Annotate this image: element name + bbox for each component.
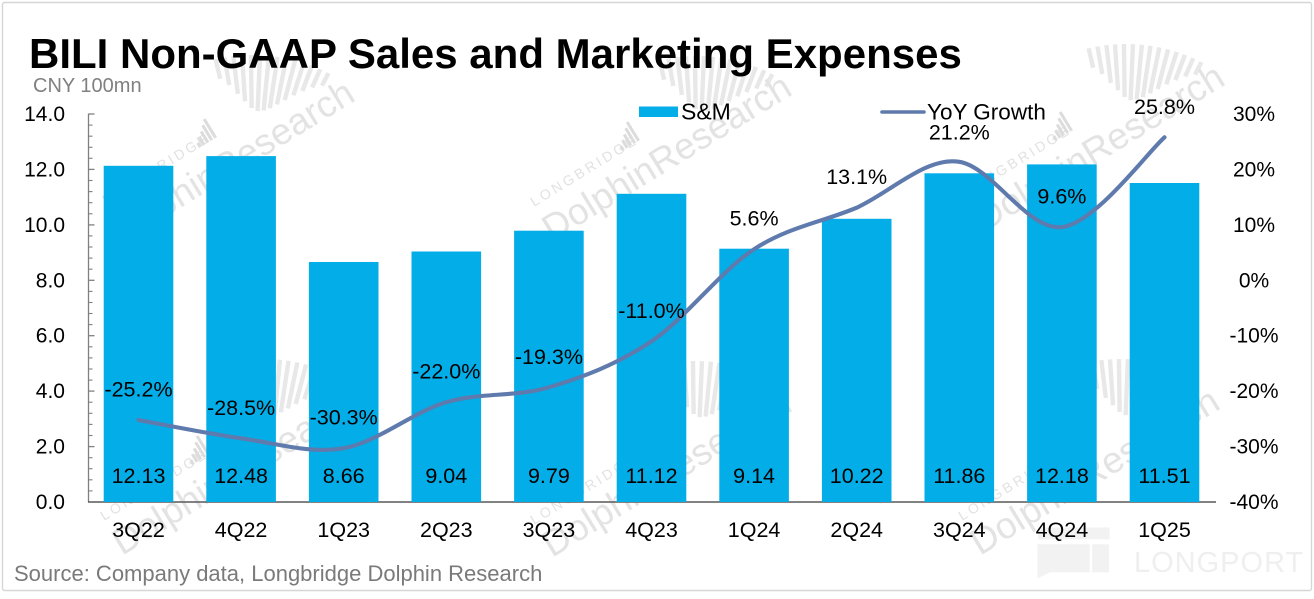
svg-text:3Q24: 3Q24 <box>933 518 986 542</box>
svg-text:-11.0%: -11.0% <box>618 299 685 323</box>
svg-text:30%: 30% <box>1233 103 1275 126</box>
svg-text:11.12: 11.12 <box>625 464 677 488</box>
svg-text:10.0: 10.0 <box>24 214 65 237</box>
svg-text:9.14: 9.14 <box>733 464 775 488</box>
svg-text:13.1%: 13.1% <box>826 165 887 189</box>
svg-text:12.48: 12.48 <box>214 464 268 488</box>
svg-text:4Q24: 4Q24 <box>1036 518 1089 542</box>
svg-text:10.22: 10.22 <box>830 464 884 488</box>
svg-text:-22.0%: -22.0% <box>412 360 480 384</box>
svg-text:CNY 100mn: CNY 100mn <box>33 75 142 97</box>
svg-text:9.79: 9.79 <box>528 464 570 488</box>
svg-text:9.04: 9.04 <box>425 464 467 488</box>
svg-text:0%: 0% <box>1239 269 1269 292</box>
svg-text:S&M: S&M <box>681 99 731 125</box>
svg-text:-28.5%: -28.5% <box>207 396 275 420</box>
svg-text:-30.3%: -30.3% <box>310 406 378 430</box>
svg-text:2Q23: 2Q23 <box>420 518 473 542</box>
svg-text:YoY Growth: YoY Growth <box>927 100 1046 125</box>
svg-text:12.18: 12.18 <box>1035 464 1089 488</box>
svg-text:-30%: -30% <box>1229 436 1278 459</box>
svg-text:0.0: 0.0 <box>36 491 65 514</box>
svg-text:4Q22: 4Q22 <box>215 518 268 542</box>
svg-text:21.2%: 21.2% <box>929 120 990 144</box>
svg-text:2.0: 2.0 <box>36 436 65 459</box>
svg-text:5.6%: 5.6% <box>730 207 779 231</box>
svg-text:LONGPORT: LONGPORT <box>1134 547 1304 579</box>
svg-text:3Q23: 3Q23 <box>523 518 576 542</box>
svg-text:1Q24: 1Q24 <box>728 518 781 542</box>
svg-text:Source: Company data, Longbrid: Source: Company data, Longbridge Dolphin… <box>14 561 542 586</box>
svg-text:25.8%: 25.8% <box>1134 95 1195 119</box>
svg-text:12.0: 12.0 <box>24 158 65 181</box>
svg-text:9.6%: 9.6% <box>1037 185 1086 209</box>
svg-text:-25.2%: -25.2% <box>104 378 172 402</box>
svg-text:11.86: 11.86 <box>933 464 985 488</box>
svg-text:8.66: 8.66 <box>323 464 365 488</box>
svg-text:2Q24: 2Q24 <box>830 518 883 542</box>
svg-text:14.0: 14.0 <box>24 103 65 126</box>
svg-text:12.13: 12.13 <box>112 464 166 488</box>
svg-text:1Q23: 1Q23 <box>317 518 370 542</box>
svg-text:4.0: 4.0 <box>36 380 65 403</box>
svg-text:-20%: -20% <box>1229 380 1278 403</box>
svg-text:8.0: 8.0 <box>36 269 65 292</box>
svg-text:-10%: -10% <box>1229 325 1278 348</box>
svg-text:10%: 10% <box>1233 214 1275 237</box>
svg-text:11.51: 11.51 <box>1138 464 1190 488</box>
svg-text:BILI Non-GAAP Sales and Market: BILI Non-GAAP Sales and Marketing Expens… <box>29 30 962 77</box>
svg-text:20%: 20% <box>1233 158 1275 181</box>
svg-text:1Q25: 1Q25 <box>1138 518 1191 542</box>
svg-text:-40%: -40% <box>1229 491 1278 514</box>
svg-text:6.0: 6.0 <box>36 325 65 348</box>
svg-text:-19.3%: -19.3% <box>515 345 583 369</box>
svg-text:4Q23: 4Q23 <box>625 518 678 542</box>
svg-text:3Q22: 3Q22 <box>112 518 165 542</box>
